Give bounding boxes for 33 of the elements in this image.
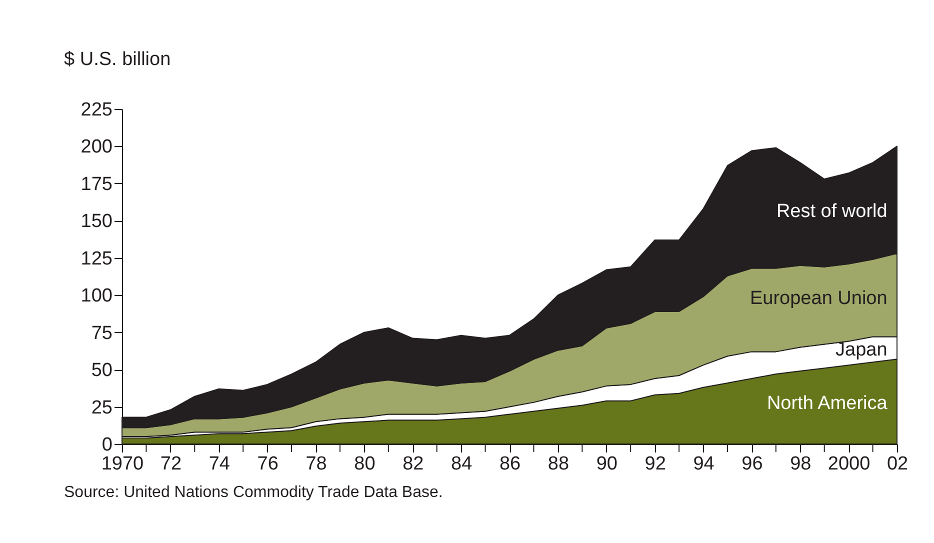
x-tick-label: 1970 bbox=[101, 454, 144, 474]
x-tick-label: 94 bbox=[693, 454, 715, 474]
source-note: Source: United Nations Commodity Trade Data Base. bbox=[64, 484, 443, 501]
y-tick-label: 150 bbox=[80, 211, 112, 232]
series-label: Rest of world bbox=[776, 200, 888, 222]
x-tick-label: 76 bbox=[257, 454, 278, 474]
y-axis-title: $ U.S. billion bbox=[64, 49, 171, 70]
y-tick-label: 125 bbox=[80, 248, 112, 270]
series-label: North America bbox=[766, 393, 888, 414]
y-tick-label: 200 bbox=[80, 136, 112, 158]
x-tick-label: 98 bbox=[790, 454, 812, 474]
x-tick-label: 84 bbox=[450, 454, 473, 474]
x-tick-label: 78 bbox=[306, 454, 327, 474]
x-tick-label: 86 bbox=[499, 454, 521, 474]
x-tick-label: 82 bbox=[402, 454, 424, 474]
x-tick-label: 96 bbox=[742, 454, 763, 474]
x-tick-label: 90 bbox=[596, 454, 618, 474]
series-label: European Union bbox=[750, 288, 888, 310]
y-tick-label: 100 bbox=[80, 286, 112, 307]
x-tick-label: 02 bbox=[886, 454, 908, 474]
y-tick-label: 0 bbox=[102, 434, 112, 456]
y-tick-label: 75 bbox=[91, 322, 112, 344]
series-label: Japan bbox=[836, 339, 888, 360]
x-tick-label: 74 bbox=[208, 454, 230, 474]
y-tick-label: 50 bbox=[91, 360, 112, 382]
y-tick-label: 25 bbox=[91, 397, 112, 418]
x-tick-label: 88 bbox=[548, 454, 570, 474]
x-tick-label: 2000 bbox=[828, 454, 870, 474]
x-tick-label: 80 bbox=[354, 454, 376, 474]
y-tick-label: 175 bbox=[80, 174, 112, 195]
x-tick-label: 92 bbox=[644, 454, 666, 474]
x-tick-label: 72 bbox=[160, 454, 182, 474]
y-tick-label: 225 bbox=[80, 100, 112, 120]
